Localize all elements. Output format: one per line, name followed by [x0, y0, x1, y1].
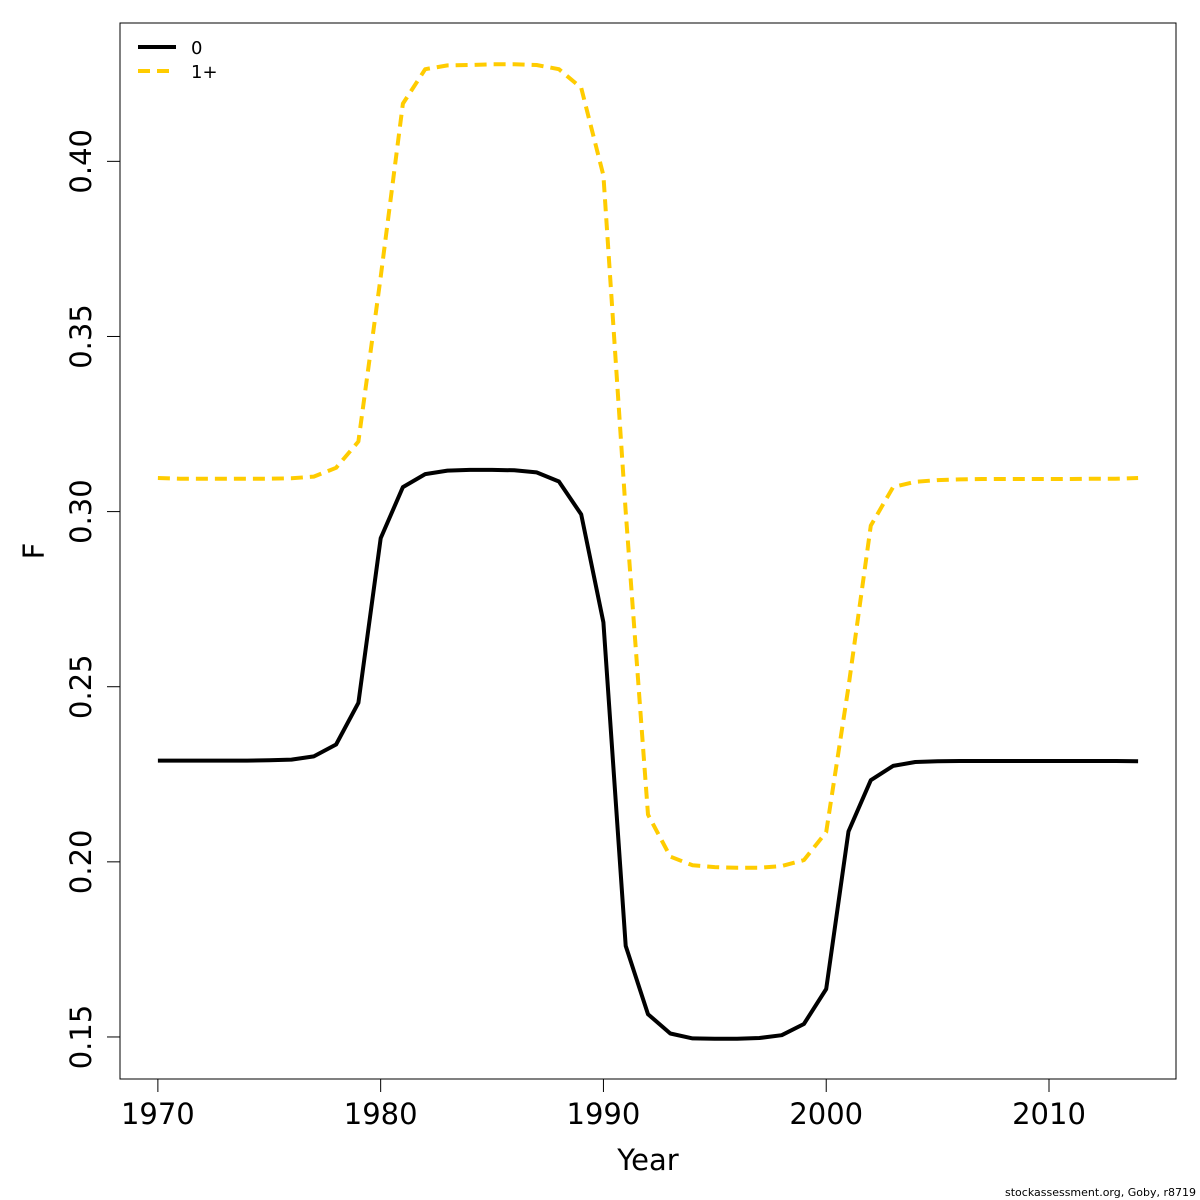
series-line-1 — [157, 62, 1139, 870]
y-tick-label: 0.30 — [64, 479, 98, 544]
legend: 0 1+ — [138, 38, 218, 83]
x-axis: 1970 1980 1990 2000 2010 — [121, 1078, 1086, 1131]
y-axis-title: F — [17, 543, 51, 560]
x-tick-label: 1970 — [121, 1097, 195, 1131]
legend-label-0: 0 — [191, 38, 202, 59]
x-axis-title: Year — [616, 1143, 678, 1177]
x-tick-label: 2000 — [789, 1097, 863, 1131]
credit-text: stockassessment.org, Goby, r8719 — [1005, 1186, 1196, 1199]
x-tick-label: 1990 — [567, 1097, 641, 1131]
series-line-0 — [157, 467, 1139, 1041]
y-tick-label: 0.40 — [64, 129, 98, 194]
x-tick-label: 1980 — [344, 1097, 418, 1131]
y-tick-label: 0.35 — [64, 304, 98, 369]
y-tick-label: 0.15 — [64, 1005, 98, 1070]
y-tick-label: 0.25 — [64, 654, 98, 719]
y-axis: 0.15 0.20 0.25 0.30 0.35 0.40 — [64, 129, 121, 1070]
y-tick-label: 0.20 — [64, 830, 98, 895]
series-lines — [157, 62, 1139, 1041]
legend-label-1: 1+ — [191, 62, 218, 83]
x-tick-label: 2010 — [1012, 1097, 1086, 1131]
plot-frame — [119, 22, 1177, 1080]
